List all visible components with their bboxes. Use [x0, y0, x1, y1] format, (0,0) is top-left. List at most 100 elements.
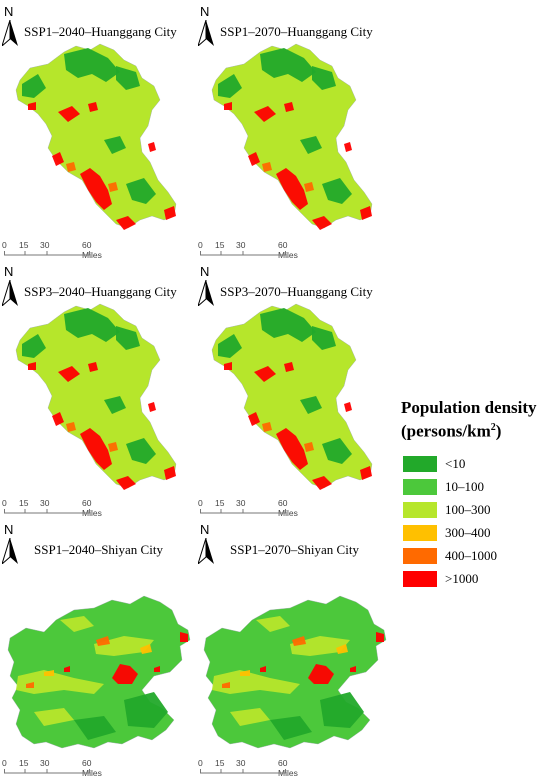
legend-title: Population density (persons/km2)	[401, 398, 550, 442]
scale-tick-60: 60 Miles	[278, 240, 298, 260]
scale-bar: 0 15 30 60 Miles	[2, 240, 172, 262]
density-patch	[22, 74, 46, 98]
north-arrow: N	[198, 4, 214, 50]
density-patch	[260, 308, 316, 342]
density-patch	[154, 666, 160, 672]
density-patch	[44, 670, 54, 676]
map-panel-ssp1-2070-huanggang: N SSP1–2070–Huanggang City 0 15 30 60 Mi…	[198, 4, 398, 260]
density-patch	[104, 396, 126, 414]
density-patch	[96, 636, 110, 646]
density-patch	[312, 216, 332, 230]
density-patch	[276, 428, 308, 470]
north-arrow-icon	[198, 538, 214, 564]
scale-tick-0: 0	[198, 240, 203, 250]
scale-tick-60: 60 Miles	[82, 758, 102, 778]
huanggang-map	[211, 43, 373, 230]
scale-tick-15: 15	[19, 498, 29, 508]
legend-swatch	[403, 478, 437, 495]
density-patch	[218, 334, 242, 358]
shiyan-map	[7, 595, 191, 749]
legend-title-sup: 2	[490, 422, 496, 433]
scale-tick-0: 0	[2, 240, 7, 250]
legend-item: 100–300	[401, 501, 550, 525]
density-patch	[108, 442, 118, 452]
north-arrow-icon	[2, 280, 18, 306]
density-patch	[248, 152, 260, 166]
north-arrow: N	[198, 264, 214, 310]
density-patch	[104, 136, 126, 154]
scale-tick-15: 15	[215, 498, 225, 508]
legend-label: >1000	[445, 570, 479, 586]
density-patch	[116, 216, 136, 230]
huanggang-map	[15, 303, 177, 490]
density-patch	[260, 666, 266, 672]
density-patch	[80, 428, 112, 470]
shiyan-map	[203, 595, 387, 749]
legend-item: <10	[401, 455, 550, 479]
scale-tick-15: 15	[215, 758, 225, 768]
legend-swatch	[403, 524, 437, 541]
density-patch	[116, 326, 140, 350]
density-patch	[308, 664, 334, 684]
scale-tick-30: 30	[236, 240, 246, 250]
density-patch	[58, 366, 80, 382]
density-patch	[108, 182, 118, 192]
north-label: N	[200, 264, 210, 279]
density-patch	[52, 412, 64, 426]
density-patch	[292, 636, 306, 646]
legend-swatch	[403, 501, 437, 518]
density-patch	[254, 366, 276, 382]
scale-tick-60: 60 Miles	[82, 240, 102, 260]
map-panel-ssp1-2040-shiyan: N SSP1–2040–Shiyan City 0 15 30 60 Miles	[2, 522, 202, 778]
density-patch	[222, 682, 230, 688]
density-patch	[180, 632, 188, 642]
map-panel-ssp1-2070-shiyan: N SSP1–2070–Shiyan City 0 15 30 60 Miles	[198, 522, 398, 778]
north-label: N	[4, 264, 14, 279]
density-patch	[88, 102, 98, 112]
scale-tick-30: 30	[236, 758, 246, 768]
legend-title-line1: Population density	[401, 398, 537, 417]
density-patch	[66, 422, 76, 432]
density-patch	[270, 716, 312, 740]
panel-title: SSP3–2070–Huanggang City	[220, 284, 373, 299]
density-patch	[52, 152, 64, 166]
density-patch	[284, 102, 294, 112]
map-panel-ssp1-2040-huanggang: N SSP1–2040–Huanggang City 0 15 30 60 Mi…	[2, 4, 202, 260]
density-patch	[212, 670, 300, 694]
north-arrow-icon	[2, 538, 18, 564]
density-patch	[230, 708, 270, 726]
scale-tick-15: 15	[215, 240, 225, 250]
scale-tick-0: 0	[198, 498, 203, 508]
density-patch	[164, 206, 176, 220]
scale-tick-60: 60 Miles	[278, 498, 298, 518]
density-patch	[254, 106, 276, 122]
scale-tick-30: 30	[236, 498, 246, 508]
density-patch	[64, 48, 120, 82]
density-patch	[80, 168, 112, 210]
legend-swatch	[403, 547, 437, 564]
density-patch	[116, 66, 140, 90]
scale-tick-15: 15	[19, 758, 29, 768]
panel-title: SSP1–2040–Huanggang City	[24, 24, 177, 39]
north-label: N	[200, 522, 210, 537]
density-patch	[224, 362, 232, 370]
density-patch	[58, 106, 80, 122]
density-patch	[284, 362, 294, 372]
density-patch	[64, 666, 70, 672]
density-patch	[350, 666, 356, 672]
density-patch	[320, 692, 364, 728]
population-density-legend: Population density (persons/km2) <10 10–…	[401, 398, 550, 594]
legend-item: 10–100	[401, 478, 550, 502]
north-arrow: N	[2, 264, 18, 310]
legend-label: <10	[445, 455, 466, 471]
density-patch	[300, 136, 322, 154]
scale-tick-30: 30	[40, 498, 50, 508]
density-patch	[304, 442, 314, 452]
north-arrow: N	[2, 522, 18, 568]
density-patch	[360, 466, 372, 480]
density-patch	[28, 102, 36, 110]
density-patch	[148, 142, 156, 152]
density-patch	[344, 402, 352, 412]
density-patch	[26, 682, 34, 688]
density-patch	[322, 178, 352, 204]
